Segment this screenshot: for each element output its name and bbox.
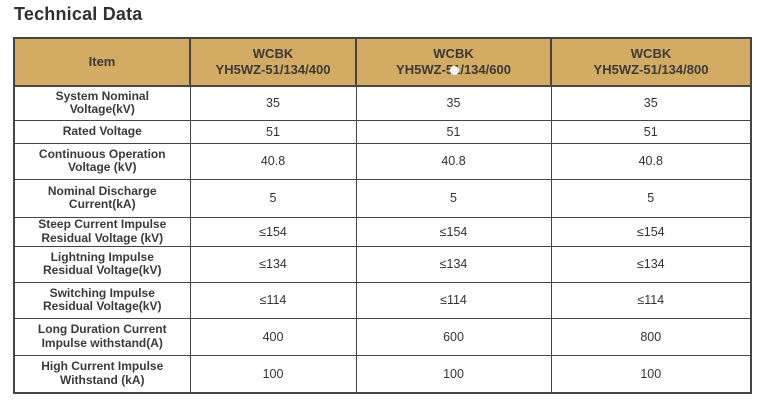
item-label-line: High Current Impulse xyxy=(41,359,164,374)
item-label-line: Voltage(kV) xyxy=(69,102,135,117)
item-label-line: Current(kA) xyxy=(68,197,136,211)
value-cell: ≤134 xyxy=(189,245,357,283)
header-line: WCBK xyxy=(252,46,294,61)
value-cell: 100 xyxy=(355,354,552,394)
item-label-line: Switching Impulse xyxy=(49,285,155,300)
item-cell: High Current Impulse Withstand (kA) xyxy=(13,354,191,394)
item-cell: Continuous Operation Voltage (kV) xyxy=(13,142,191,180)
item-label-line: Voltage (kV) xyxy=(68,160,137,174)
value-cell: 40.8 xyxy=(189,142,357,180)
column-header-model-600: WCBK YH5WZ-51/134/600 xyxy=(355,37,552,87)
item-label-line: Long Duration Current xyxy=(37,322,167,336)
item-label-line: Steep Current Impulse xyxy=(38,217,167,231)
value-cell: 51 xyxy=(550,119,752,144)
item-cell: Rated Voltage xyxy=(13,119,191,144)
table-row: High Current Impulse Withstand (kA) 100 … xyxy=(13,354,752,394)
value-cell: 5 xyxy=(550,178,752,218)
value-cell: 800 xyxy=(550,317,752,356)
value-cell: 35 xyxy=(189,85,357,121)
table-row: Switching Impulse Residual Voltage(kV) ≤… xyxy=(13,281,752,319)
technical-data-table: Item WCBK YH5WZ-51/134/400 WCBK YH5WZ-51… xyxy=(13,37,752,394)
column-header-model-400: WCBK YH5WZ-51/134/400 xyxy=(189,37,357,87)
item-cell: Long Duration Current Impulse withstand(… xyxy=(13,317,191,356)
value-cell: 400 xyxy=(189,317,357,356)
item-label-line: Residual Voltage (kV) xyxy=(41,230,164,245)
table-row: Nominal Discharge Current(kA) 5 5 5 xyxy=(13,178,752,218)
value-cell: 40.8 xyxy=(550,142,752,180)
table-row: System Nominal Voltage(kV) 35 35 35 xyxy=(13,85,752,121)
value-cell: 35 xyxy=(355,85,552,121)
item-label-line: Impulse withstand(A) xyxy=(41,335,163,350)
page-title: Technical Data xyxy=(14,4,143,24)
value-cell: ≤114 xyxy=(355,281,552,319)
item-label-line: System Nominal xyxy=(55,88,149,103)
value-cell: 51 xyxy=(189,119,357,144)
header-line: WCBK xyxy=(630,46,672,61)
header-line: YH5WZ-51/134/600 xyxy=(396,62,511,77)
item-label-line: Nominal Discharge xyxy=(47,183,157,198)
value-cell: 100 xyxy=(550,354,752,394)
header-row: Item WCBK YH5WZ-51/134/400 WCBK YH5WZ-51… xyxy=(13,37,752,87)
item-label-line: Withstand (kA) xyxy=(59,372,145,387)
item-cell: Steep Current Impulse Residual Voltage (… xyxy=(13,216,191,247)
table-row: Rated Voltage 51 51 51 xyxy=(13,119,752,144)
table-body: System Nominal Voltage(kV) 35 35 35 Rate… xyxy=(13,85,752,394)
value-cell: 100 xyxy=(189,354,357,394)
header-line: YH5WZ-51/134/400 xyxy=(215,62,331,77)
header-line: Item xyxy=(88,54,116,69)
item-label-line: Lightning Impulse xyxy=(50,249,154,264)
column-header-model-800: WCBK YH5WZ-51/134/800 xyxy=(550,37,752,87)
table-row: Steep Current Impulse Residual Voltage (… xyxy=(13,216,752,247)
value-cell: 40.8 xyxy=(355,142,552,180)
table-row: Lightning Impulse Residual Voltage(kV) ≤… xyxy=(13,245,752,283)
item-label-line: Residual Voltage(kV) xyxy=(43,299,162,313)
value-cell: 35 xyxy=(550,85,752,121)
value-cell: 5 xyxy=(189,178,357,218)
item-cell: Lightning Impulse Residual Voltage(kV) xyxy=(13,245,191,283)
value-cell: 51 xyxy=(355,119,552,144)
value-cell: ≤154 xyxy=(189,216,357,247)
item-cell: Switching Impulse Residual Voltage(kV) xyxy=(13,281,191,319)
value-cell: ≤114 xyxy=(550,281,752,319)
header-line: WCBK xyxy=(433,46,474,61)
value-cell: 600 xyxy=(355,317,552,356)
item-cell: System Nominal Voltage(kV) xyxy=(13,85,191,121)
table-row: Continuous Operation Voltage (kV) 40.8 4… xyxy=(13,142,752,180)
table-header: Item WCBK YH5WZ-51/134/400 WCBK YH5WZ-51… xyxy=(13,37,752,87)
value-cell: ≤134 xyxy=(355,245,552,283)
item-cell: Nominal Discharge Current(kA) xyxy=(13,178,191,218)
value-cell: 5 xyxy=(355,178,552,218)
item-label-line: Rated Voltage xyxy=(62,123,142,138)
value-cell: ≤114 xyxy=(189,281,357,319)
value-cell: ≤154 xyxy=(355,216,552,247)
header-line: YH5WZ-51/134/800 xyxy=(593,62,709,77)
item-label-line: Residual Voltage(kV) xyxy=(43,263,162,277)
table-row: Long Duration Current Impulse withstand(… xyxy=(13,317,752,356)
column-header-item: Item xyxy=(13,37,191,87)
value-cell: ≤134 xyxy=(550,245,752,283)
item-label-line: Continuous Operation xyxy=(38,146,166,161)
value-cell: ≤154 xyxy=(550,216,752,247)
